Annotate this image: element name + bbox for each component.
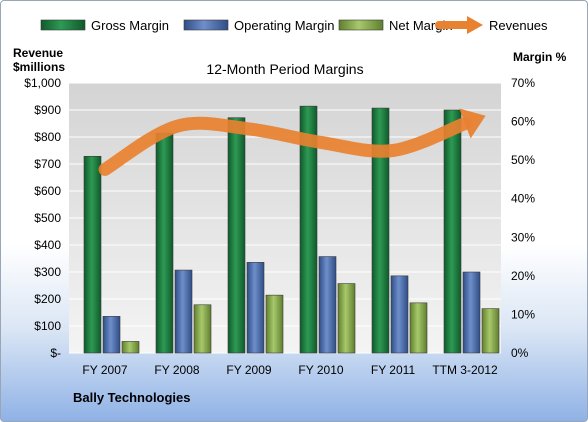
gross-margin-bar [299, 105, 318, 354]
y-left-tick-label: $300 [34, 265, 61, 279]
legend-label-operating-margin: Operating Margin [234, 18, 334, 33]
y-left-tick-label: $100 [34, 319, 61, 333]
y-left-tick-label: $900 [34, 103, 61, 117]
y-left-tick-label: $- [50, 346, 61, 360]
y-right-tick-label: 40% [511, 192, 535, 206]
revenues-line [98, 108, 486, 176]
y-left-tick-label: $1,000 [24, 76, 61, 90]
operating-margin-bar [246, 262, 265, 354]
gross-margin-bar [83, 155, 102, 354]
x-tick-label: FY 2011 [371, 363, 416, 377]
net-margin-bar [265, 294, 284, 354]
x-tick-label: FY 2008 [154, 363, 199, 377]
net-margin-bar [337, 283, 356, 354]
y-left-tick-label: $700 [34, 157, 61, 171]
x-tick-label: FY 2007 [82, 363, 127, 377]
y-left-label-line1: Revenue [13, 46, 63, 60]
operating-margin-bar [318, 256, 337, 354]
gross-margin-bar [371, 107, 390, 354]
y-right-tick-label: 60% [511, 115, 535, 129]
operating-margin-bar [174, 269, 193, 354]
company-name: Bally Technologies [73, 390, 191, 405]
y-right-label: Margin % [513, 50, 567, 64]
legend-swatch-revenues-arrowhead [467, 16, 483, 34]
revenues-curve [98, 116, 472, 176]
y-left-tick-label: $800 [34, 130, 61, 144]
chart-title: 12-Month Period Margins [206, 61, 363, 77]
operating-margin-bar [390, 275, 409, 354]
net-margin-bar [481, 308, 500, 354]
y-right-tick-label: 20% [511, 269, 535, 283]
y-left-label-line2: $millions [13, 60, 65, 74]
net-margin-bar [193, 304, 212, 354]
operating-margin-bar [102, 316, 121, 354]
legend: Gross Margin Operating Margin Net Margin Re… [40, 16, 548, 34]
legend-swatch-operating-margin [183, 19, 229, 31]
legend-swatch-net-margin [338, 19, 384, 31]
x-tick-label: TTM 3-2012 [432, 363, 498, 377]
revenues-arrowhead [459, 108, 486, 139]
gross-margin-bar [227, 117, 246, 354]
gross-margin-bar [155, 132, 174, 354]
legend-label-revenues: Revenues [489, 18, 548, 33]
bars [83, 105, 500, 354]
operating-margin-bar [462, 271, 481, 354]
net-margin-bar [409, 302, 428, 354]
y-right-tick-label: 10% [511, 307, 535, 321]
y-left-tick-label: $200 [34, 292, 61, 306]
y-left-tick-label: $400 [34, 238, 61, 252]
y-right-tick-label: 50% [511, 153, 535, 167]
y-right-tick-label: 30% [511, 230, 535, 244]
x-tick-label: FY 2009 [226, 363, 271, 377]
legend-label-gross-margin: Gross Margin [91, 18, 169, 33]
net-margin-bar [121, 341, 140, 354]
y-left-tick-label: $500 [34, 211, 61, 225]
y-left-tick-label: $600 [34, 184, 61, 198]
axes: $- $100 $200 $300 $400 $500 $600 $700 $800 $900 $1… [24, 76, 535, 377]
x-tick-label: FY 2010 [298, 363, 343, 377]
legend-swatch-gross-margin [40, 19, 86, 31]
gross-margin-bar [443, 109, 462, 354]
y-right-tick-label: 0% [511, 346, 529, 360]
y-right-tick-label: 70% [511, 76, 535, 90]
